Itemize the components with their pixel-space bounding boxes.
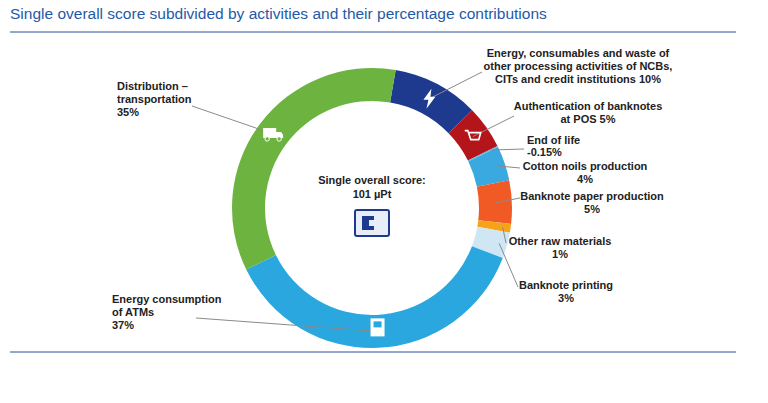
center-label: Single overall score: (318, 174, 426, 186)
value-label: 35% (117, 106, 139, 118)
slice-icons (263, 89, 481, 337)
category-label: Cotton noils production (523, 160, 648, 172)
data-label: Distribution –transportation35% (117, 80, 192, 118)
category-label: End of life (527, 134, 580, 146)
value-label: 5% (584, 203, 600, 215)
value-label: 37% (112, 319, 134, 331)
leader-line (429, 72, 482, 99)
data-label: End of life-0.15% (527, 134, 580, 158)
icon-truck-wheel (265, 137, 269, 141)
data-labels: Energy, consumables and waste ofother pr… (112, 47, 672, 331)
icon-lightning (423, 89, 435, 109)
data-label: Authentication of banknotesat POS5% (514, 100, 663, 125)
category-label: Authentication of banknotes (514, 100, 663, 112)
slices (232, 68, 512, 348)
center: Single overall score: 101 µPt (318, 174, 426, 236)
value-label: 3% (558, 292, 574, 304)
leader-line (196, 318, 378, 331)
data-label: Cotton noils production4% (523, 160, 648, 185)
value-label: 4% (577, 173, 593, 185)
category-label: CITs and credit institutions (495, 73, 636, 85)
icon-truck-wheel (277, 137, 281, 141)
category-label: at POS (561, 113, 597, 125)
category-label: Energy consumption (112, 293, 222, 305)
data-label: Other raw materials1% (509, 235, 612, 260)
category-label: Energy, consumables and waste of (487, 47, 670, 59)
data-label: Banknote paper production5% (520, 190, 664, 215)
data-label: Energy, consumables and waste ofother pr… (484, 47, 673, 85)
leader-line (473, 116, 514, 137)
value-label: 10% (639, 73, 661, 85)
leader-line (192, 106, 273, 134)
center-icon (355, 210, 389, 236)
value-label: 5% (600, 113, 616, 125)
leader-line (499, 243, 518, 287)
bottom-rule (10, 352, 736, 353)
category-label: Banknote printing (519, 279, 613, 291)
icon-cart (465, 131, 481, 140)
chart-container: Single overall score subdivided by activ… (0, 0, 768, 403)
slice (468, 147, 509, 187)
leader-line (503, 227, 506, 243)
slice (232, 68, 396, 270)
top-rule (10, 32, 736, 33)
slice (477, 180, 512, 224)
slice (246, 246, 503, 348)
title: Single overall score subdivided by activ… (10, 5, 547, 22)
icon-atm-screen (374, 321, 382, 327)
center-icon-detail (362, 216, 374, 230)
chart-svg: Single overall score subdivided by activ… (0, 0, 768, 403)
value-label: 1% (552, 248, 568, 260)
leader-line (495, 198, 520, 203)
data-label: Banknote printing3% (519, 279, 613, 304)
category-label: of ATMs (112, 306, 154, 318)
category-label: other processing activities of NCBs, (484, 60, 673, 72)
category-label: Other raw materials (509, 235, 612, 247)
leader-line (491, 149, 524, 151)
leader-line (497, 166, 520, 168)
category-label: transportation (117, 93, 192, 105)
value-label: -0.15% (527, 146, 562, 158)
data-label: Energy consumptionof ATMs37% (112, 293, 222, 331)
category-label: Banknote paper production (520, 190, 664, 202)
center-label: 101 µPt (353, 188, 392, 200)
icon-atm (371, 318, 385, 336)
category-label: Distribution – (117, 80, 188, 92)
leader-lines (192, 72, 524, 331)
